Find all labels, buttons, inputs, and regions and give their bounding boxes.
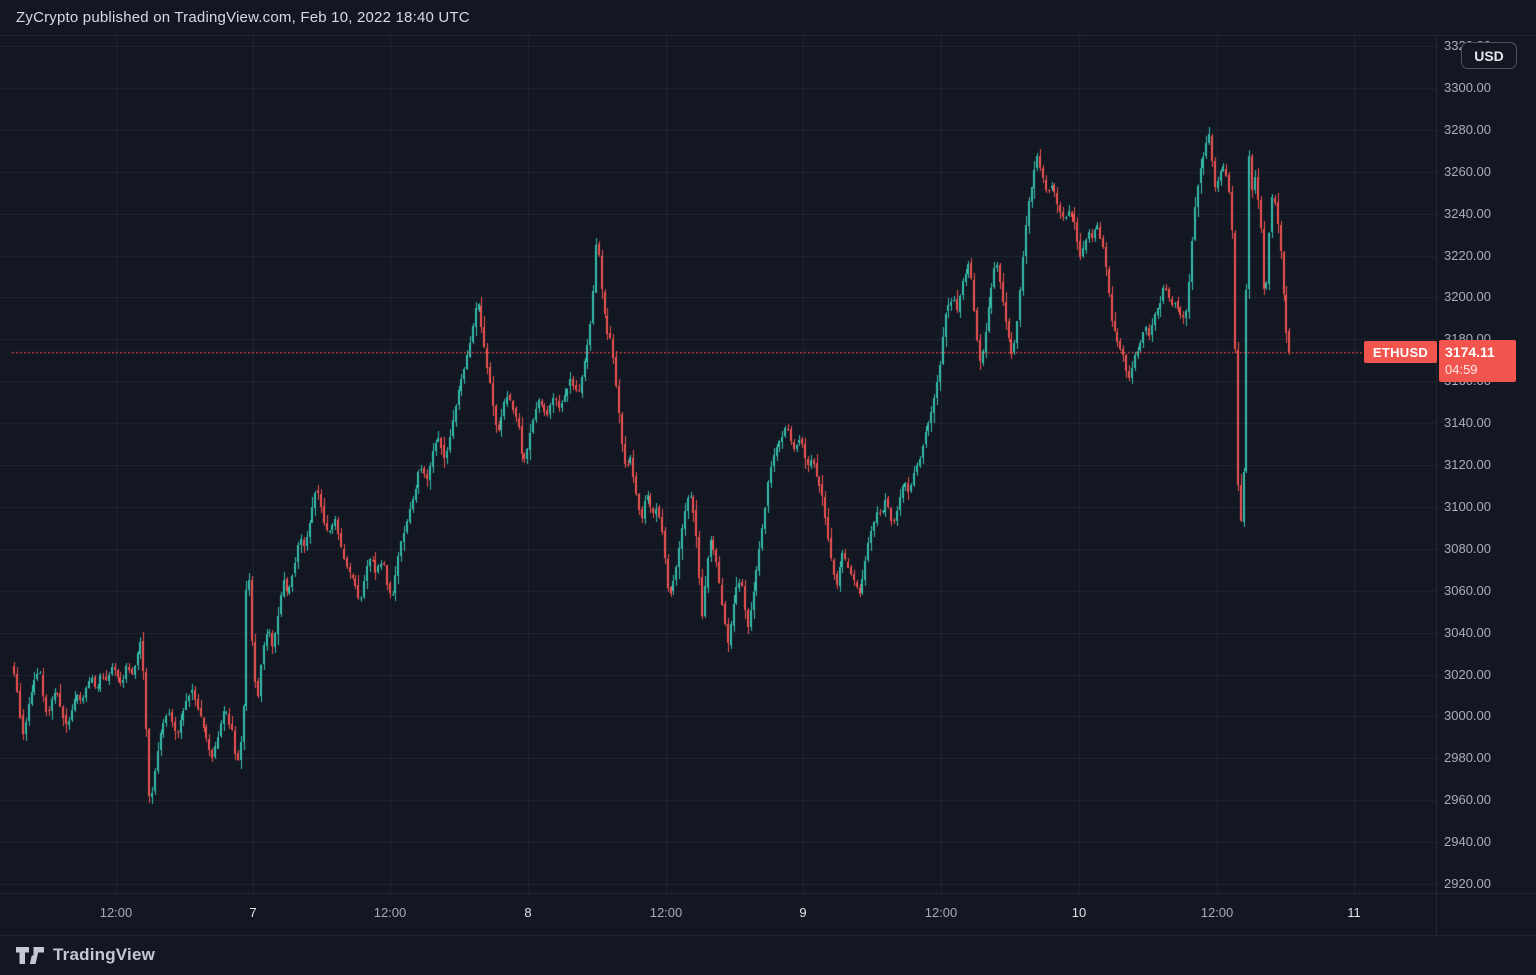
- time-axis-divider: [0, 893, 1536, 894]
- price-axis-tick-label: 3060.00: [1444, 582, 1491, 598]
- price-axis-tick-label: 3040.00: [1444, 624, 1491, 640]
- time-axis-tick-label: 12:00: [649, 905, 683, 920]
- price-axis-tick-label: 3020.00: [1444, 666, 1491, 682]
- candlestick-chart-canvas[interactable]: [0, 35, 1436, 893]
- time-axis-tick-label: 7: [249, 905, 257, 920]
- price-axis-divider: [1436, 35, 1437, 935]
- attribution-text: ZyCrypto published on TradingView.com, F…: [16, 9, 470, 26]
- price-axis-tick-label: 2940.00: [1444, 834, 1491, 850]
- header-bar: ZyCrypto published on TradingView.com, F…: [0, 0, 1536, 35]
- footer-divider: [0, 935, 1536, 936]
- bar-countdown: 04:59: [1445, 362, 1478, 377]
- price-axis-tick-label: 2920.00: [1444, 876, 1491, 891]
- time-axis-tick-label: 12:00: [924, 905, 958, 920]
- last-price-axis-label: 3174.11 04:59: [1439, 340, 1516, 382]
- price-axis-tick-label: 3260.00: [1444, 163, 1491, 179]
- tradingview-brand-text: TradingView: [53, 945, 156, 964]
- price-axis-tick-label: 3000.00: [1444, 708, 1491, 724]
- price-axis-tick-label: 3220.00: [1444, 247, 1491, 263]
- price-axis-tick-label: 3100.00: [1444, 498, 1491, 514]
- time-axis-tick-label: 12:00: [373, 905, 407, 920]
- price-axis-tick-label: 3120.00: [1444, 457, 1491, 472]
- price-axis-tick-label: 2980.00: [1444, 750, 1491, 766]
- time-axis-tick-label: 9: [799, 905, 807, 920]
- price-axis-tick-label: 3280.00: [1444, 121, 1491, 137]
- time-axis-tick-label: 10: [1071, 905, 1087, 920]
- time-axis-tick-label: 12:00: [99, 905, 133, 920]
- currency-toggle-button[interactable]: USD: [1461, 42, 1517, 69]
- price-axis-tick-label: 3080.00: [1444, 540, 1491, 556]
- price-axis-tick-label: 3200.00: [1444, 289, 1491, 305]
- last-price-value: 3174.11: [1445, 344, 1495, 360]
- price-axis-tick-label: 3140.00: [1444, 415, 1491, 431]
- symbol-price-flag: ETHUSD: [1364, 341, 1437, 363]
- price-axis-tick-label: 2960.00: [1444, 792, 1491, 808]
- symbol-label: ETHUSD: [1372, 344, 1429, 360]
- price-axis-tick-label: 3240.00: [1444, 205, 1491, 221]
- tradingview-logo-icon: [16, 946, 44, 964]
- time-axis-tick-label: 12:00: [1200, 905, 1234, 920]
- time-axis-tick-label: 8: [524, 905, 532, 920]
- footer-bar[interactable]: TradingView: [0, 935, 1536, 975]
- time-axis-tick-label: 11: [1347, 905, 1361, 920]
- price-axis-tick-label: 3300.00: [1444, 79, 1491, 95]
